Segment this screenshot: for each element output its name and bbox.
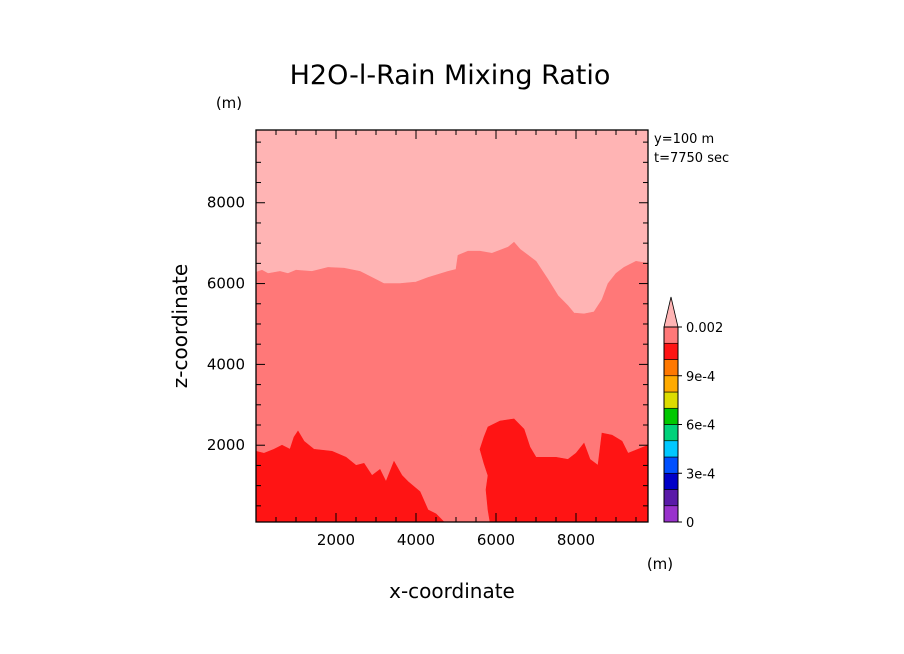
x-tick-label: 8000	[557, 531, 595, 549]
y-tick-label: 2000	[207, 436, 245, 454]
y-axis-unit: (m)	[216, 94, 242, 112]
colorbar-tick-label: 0	[686, 516, 694, 531]
y-axis-title: z-coordinate	[168, 264, 192, 388]
x-tick-label: 4000	[397, 531, 435, 549]
chart-title: H2O-l-Rain Mixing Ratio	[290, 60, 611, 91]
colorbar-tick-label: 6e-4	[686, 419, 715, 434]
colorbar-swatch	[663, 489, 679, 507]
contour-regions	[255, 129, 649, 523]
y-axis-ticks: 2000 4000 6000 8000	[207, 141, 648, 507]
x-tick-label: 2000	[317, 531, 355, 549]
colorbar-swatch	[663, 407, 679, 425]
colorbar-swatch	[663, 342, 679, 360]
colorbar-swatch	[663, 424, 679, 442]
y-tick-label: 6000	[207, 275, 245, 293]
x-tick-label: 6000	[477, 531, 515, 549]
colorbar-swatch	[663, 359, 679, 377]
colorbar-swatch	[663, 391, 679, 409]
contour-region-2	[255, 418, 649, 523]
colorbar-swatch	[663, 472, 679, 490]
x-axis-ticks: 2000 4000 6000 8000	[275, 130, 637, 549]
y-tick-label: 4000	[207, 355, 245, 373]
x-axis-title: x-coordinate	[389, 579, 515, 603]
colorbar-tick-label: 9e-4	[686, 370, 715, 385]
colorbar-swatch	[663, 456, 679, 474]
colorbar-swatch	[663, 505, 679, 523]
contour-region-1	[255, 241, 649, 523]
y-tick-label: 8000	[207, 194, 245, 212]
colorbar-tick-label: 3e-4	[686, 467, 715, 482]
colorbar-tick-label: 0.002	[686, 321, 723, 336]
plot-frame	[255, 129, 649, 523]
colorbar: 0 3e-4 6e-4 9e-4 0.002	[663, 296, 723, 531]
colorbar-swatch	[663, 375, 679, 393]
colorbar-swatch	[663, 440, 679, 458]
info-y-position: y=100 m	[654, 132, 714, 147]
colorbar-swatch	[663, 326, 679, 344]
contour-region-3	[441, 422, 463, 452]
x-axis-unit: (m)	[647, 555, 673, 573]
info-time: t=7750 sec	[654, 151, 729, 166]
